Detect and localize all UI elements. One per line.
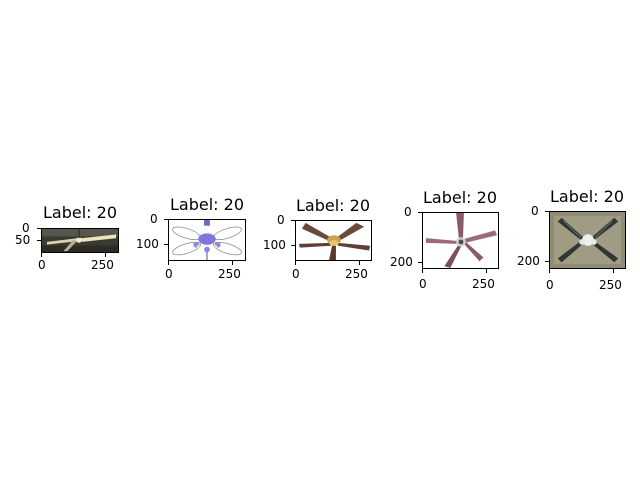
panel-title: Label: 20 [296,196,370,215]
y-tick-label: 0 [22,221,30,235]
x-tick-label: 0 [419,277,427,291]
y-tick-label: 200 [390,255,413,269]
y-tick-label: 0 [150,212,158,226]
x-tick-label: 250 [472,277,495,291]
y-tick-label: 0 [531,204,539,218]
y-tick-label: 100 [263,238,286,252]
y-tick-label: 100 [136,237,159,251]
panel-title: Label: 20 [170,195,244,214]
y-tick-label: 0 [404,205,412,219]
panel-title: Label: 20 [43,203,117,222]
y-tick-label: 50 [15,233,31,247]
x-tick-label: 250 [599,278,622,292]
panel-title: Label: 20 [423,188,497,207]
fan-image-2 [168,219,246,261]
fan-image-3 [295,220,372,261]
fan-image-4 [422,212,499,269]
x-tick-label: 0 [38,258,46,272]
x-tick-label: 0 [292,267,300,281]
x-tick-label: 250 [218,267,241,281]
x-tick-label: 0 [165,267,173,281]
panel-title: Label: 20 [550,187,624,206]
fan-image-5 [549,211,626,269]
y-tick-label: 0 [277,213,285,227]
x-tick-label: 250 [91,258,114,272]
fan-image-1 [41,228,119,253]
y-tick-label: 200 [517,254,540,268]
x-tick-label: 0 [546,278,554,292]
x-tick-label: 250 [345,267,368,281]
